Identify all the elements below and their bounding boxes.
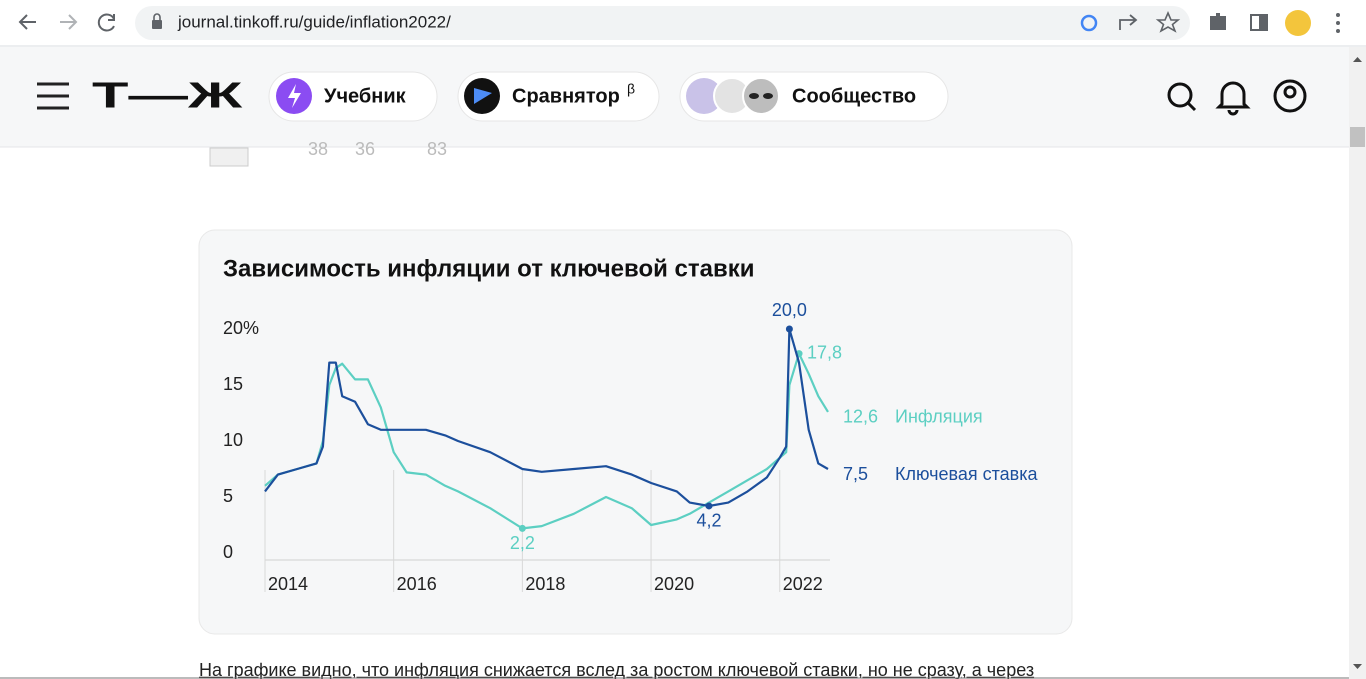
legend-label: Инфляция: [895, 407, 983, 427]
legend-label: Ключевая ставка: [895, 464, 1038, 484]
scroll-down[interactable]: [1353, 664, 1362, 669]
url: journal.tinkoff.ru/guide/inflation2022/: [177, 12, 451, 31]
account-icon[interactable]: [1273, 79, 1307, 113]
site-logo[interactable]: Т—Ж: [92, 75, 243, 116]
nav-pill[interactable]: [268, 71, 438, 122]
y-tick-label: 10: [223, 430, 243, 450]
address-bar[interactable]: [135, 6, 1190, 40]
author-avatar: [209, 147, 249, 167]
chart-card: [198, 229, 1073, 635]
reload-button[interactable]: [97, 13, 115, 32]
community-avatar: [686, 78, 722, 114]
value-label: 20,0: [772, 300, 807, 320]
community-avatar: [749, 93, 759, 99]
site-header: [0, 47, 1349, 147]
nav-icon: [474, 88, 492, 104]
y-tick-label: 5: [223, 486, 233, 506]
y-tick-label: 20%: [223, 318, 259, 338]
share-icon[interactable]: [1119, 14, 1138, 30]
search-icon: [1186, 101, 1197, 112]
chart-title: Зависимость инфляции от ключевой ставки: [223, 255, 755, 282]
menu-dot[interactable]: [1336, 13, 1340, 17]
value-label: 7,5: [843, 464, 868, 484]
x-tick-label: 2014: [268, 574, 308, 594]
nav-item[interactable]: Сообщество: [792, 85, 916, 107]
plot: 0 5 10 15 20% 2014 2016 2018 2020 2022 2,2 17,8 12,6…: [223, 300, 1038, 594]
profile-avatar[interactable]: [1285, 10, 1311, 36]
menu-dot[interactable]: [1336, 29, 1340, 33]
back-button[interactable]: [18, 14, 36, 30]
comments-count: 36: [355, 139, 375, 159]
likes-count: 38: [308, 139, 328, 159]
nav-item[interactable]: Сравнятор: [512, 85, 620, 107]
value-label: 12,6: [843, 407, 878, 427]
x-tick-label: 2020: [654, 574, 694, 594]
value-label: 2,2: [510, 533, 535, 553]
google-icon[interactable]: [1080, 14, 1098, 32]
series-line: [264, 327, 829, 508]
scrollbar-track: [1349, 47, 1366, 679]
community-avatar: [742, 77, 780, 115]
nav-item[interactable]: Учебник: [324, 85, 407, 107]
sidebar-icon: [1259, 15, 1267, 30]
bookmark-star[interactable]: [1155, 10, 1181, 33]
scrollbar-thumb[interactable]: [1350, 127, 1365, 147]
extensions-icon[interactable]: [1210, 13, 1226, 30]
value-label: 4,2: [696, 511, 721, 531]
nav-pill[interactable]: [457, 71, 660, 122]
x-tick-label: 2016: [397, 574, 437, 594]
value-dot: [705, 502, 713, 510]
nav-icon: [288, 84, 301, 108]
y-tick-label: 15: [223, 374, 243, 394]
scroll-up[interactable]: [1353, 57, 1362, 62]
beta-mark: β: [627, 81, 635, 97]
notifications-icon[interactable]: [1215, 81, 1251, 116]
lock-icon: [153, 13, 161, 20]
search-icon[interactable]: [1167, 82, 1193, 108]
menu-dot[interactable]: [1336, 21, 1340, 25]
community-avatar: [763, 93, 773, 99]
lock-icon: [152, 20, 162, 29]
account-icon: [1283, 85, 1297, 99]
hamburger-menu[interactable]: [37, 82, 69, 110]
forward-button[interactable]: [60, 14, 78, 30]
value-dot: [785, 325, 793, 333]
y-tick-label: 0: [223, 542, 233, 562]
value-label: 17,8: [807, 342, 842, 362]
x-tick-label: 2018: [525, 574, 565, 594]
value-dot: [518, 524, 526, 532]
x-tick-label: 2022: [783, 574, 823, 594]
bookmarks-count: 83: [427, 139, 447, 159]
article-text: На графике видно, что инфляция снижается…: [199, 660, 1034, 679]
